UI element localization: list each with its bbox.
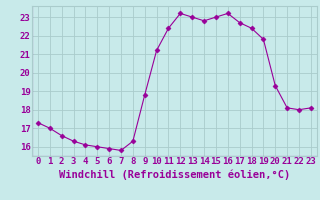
X-axis label: Windchill (Refroidissement éolien,°C): Windchill (Refroidissement éolien,°C) bbox=[59, 169, 290, 180]
